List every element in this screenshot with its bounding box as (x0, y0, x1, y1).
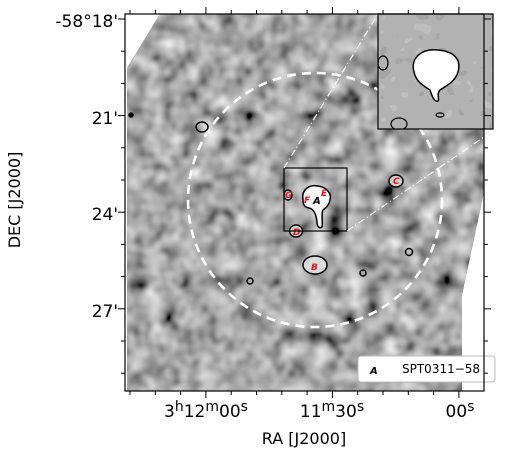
inset-source-a (412, 49, 460, 102)
contour-blob-4 (359, 269, 367, 277)
zoom-box (283, 167, 348, 232)
label-b: B (311, 263, 318, 273)
x-tick-label-2: 00s (446, 399, 475, 422)
y-tick-label-0: -58°18' (55, 12, 118, 32)
legend-marker: A (369, 366, 378, 377)
label-g: G (285, 191, 292, 201)
contour-blob-1 (195, 121, 209, 133)
contours (128, 112, 414, 285)
contour-blob-3 (246, 277, 254, 285)
y-tick-label-3: 27' (92, 302, 118, 322)
legend-label: SPT0311−58 (402, 362, 480, 376)
label-c: C (393, 177, 400, 187)
label-a: A (312, 196, 321, 207)
y-tick-labels: -58°18' 21' 24' 27' (55, 12, 118, 322)
x-tick-label-0: 3h12m00s (164, 399, 248, 422)
y-tick-label-1: 21' (92, 109, 118, 129)
axes-frame (124, 13, 485, 392)
source-labels: B C D E F G (285, 177, 400, 273)
field-circle (186, 71, 444, 329)
axis-ticks (118, 7, 491, 398)
legend: A SPT0311−58 (357, 355, 496, 383)
contour-blob-2 (404, 247, 414, 257)
x-tick-label-1: 11m30s (300, 399, 364, 422)
contour-blob-5 (128, 112, 134, 118)
contour-source-a (301, 184, 332, 229)
y-tick-label-2: 24' (92, 205, 118, 225)
zoom-connector-top (283, 13, 379, 169)
x-tick-labels: 3h12m00s 11m30s 00s (164, 399, 474, 422)
inset-panel (377, 13, 494, 130)
label-f: F (304, 196, 311, 206)
label-e: E (321, 189, 328, 199)
y-axis-label: DEC [J2000] (5, 152, 24, 249)
contour-source-c (388, 174, 404, 188)
label-d: D (293, 228, 301, 238)
x-axis-label: RA [J2000] (262, 429, 346, 448)
contour-source-b (302, 255, 328, 275)
